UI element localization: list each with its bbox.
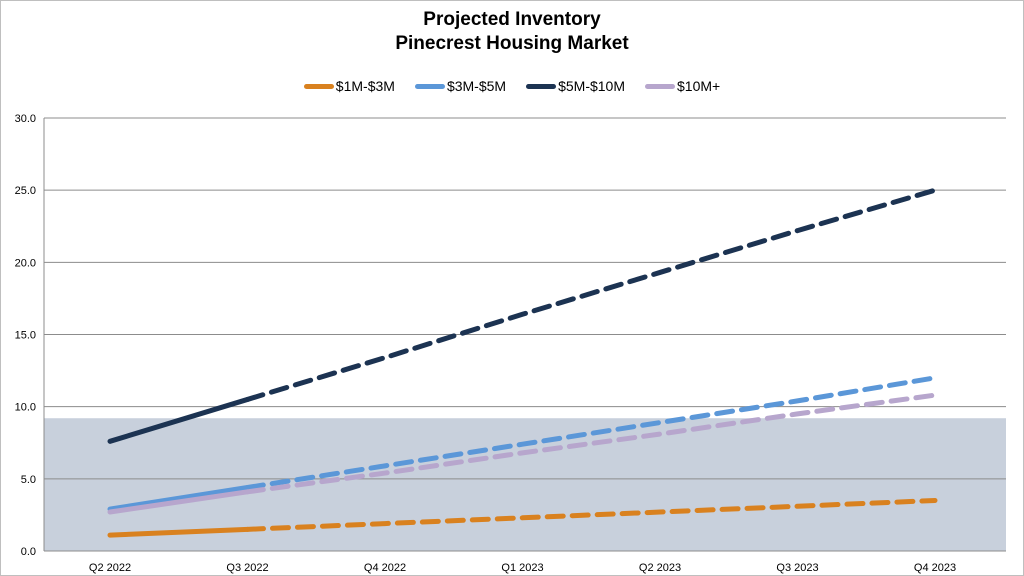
legend-swatch: [526, 83, 557, 89]
y-tick-label: 30.0: [15, 113, 36, 125]
legend-item-5m-10m: $5M-$10M: [526, 78, 625, 94]
series-line-actual-1m-3m: [107, 526, 250, 538]
x-tick-label: Q3 2022: [226, 562, 268, 574]
series-line-actual-10m: [107, 489, 250, 515]
y-tick-label: 25.0: [15, 185, 36, 197]
y-tick-label: 15.0: [15, 330, 36, 342]
legend-item-10m-plus: $10M+: [645, 78, 720, 94]
legend-label: $3M-$5M: [446, 78, 507, 94]
legend-swatch: [414, 83, 445, 89]
legend-item-1m-3m: $1M-$3M: [303, 78, 395, 94]
x-tick-label: Q2 2023: [639, 562, 681, 574]
series-line-actual-3m-5m: [107, 484, 250, 512]
chart-title: Projected Inventory Pinecrest Housing Ma…: [0, 8, 1024, 56]
x-tick-label: Q4 2022: [364, 562, 406, 574]
legend-label: $1M-$3M: [335, 78, 395, 94]
y-tick-label: 0.0: [21, 546, 36, 558]
legend-label: $5M-$10M: [558, 78, 625, 94]
legend-item-3m-5m: $3M-$5M: [414, 78, 507, 94]
legend-swatch: [303, 83, 334, 89]
series-line-projected-3m-5m: [245, 375, 938, 490]
y-tick-label: 5.0: [21, 474, 36, 486]
series-line-projected-10m: [245, 392, 938, 495]
legend-label: $10M+: [677, 78, 721, 94]
legend-swatch: [645, 83, 675, 89]
x-tick-label: Q1 2023: [501, 562, 543, 574]
series-line-projected-5m-10m: [245, 187, 938, 402]
y-tick-label: 20.0: [15, 257, 36, 269]
chart-title-line-2: Pinecrest Housing Market: [395, 33, 629, 54]
x-tick-label: Q2 2022: [89, 562, 131, 574]
x-tick-label: Q3 2023: [776, 562, 818, 574]
x-tick-label: Q4 2023: [914, 562, 956, 574]
y-tick-label: 10.0: [15, 402, 36, 414]
series-line-actual-5m-10m: [107, 396, 250, 444]
legend: $1M-$3M $3M-$5M $5M-$10M $10M+: [0, 78, 1024, 94]
chart-title-line-1: Projected Inventory: [423, 9, 601, 30]
series-line-projected-1m-3m: [245, 497, 938, 532]
